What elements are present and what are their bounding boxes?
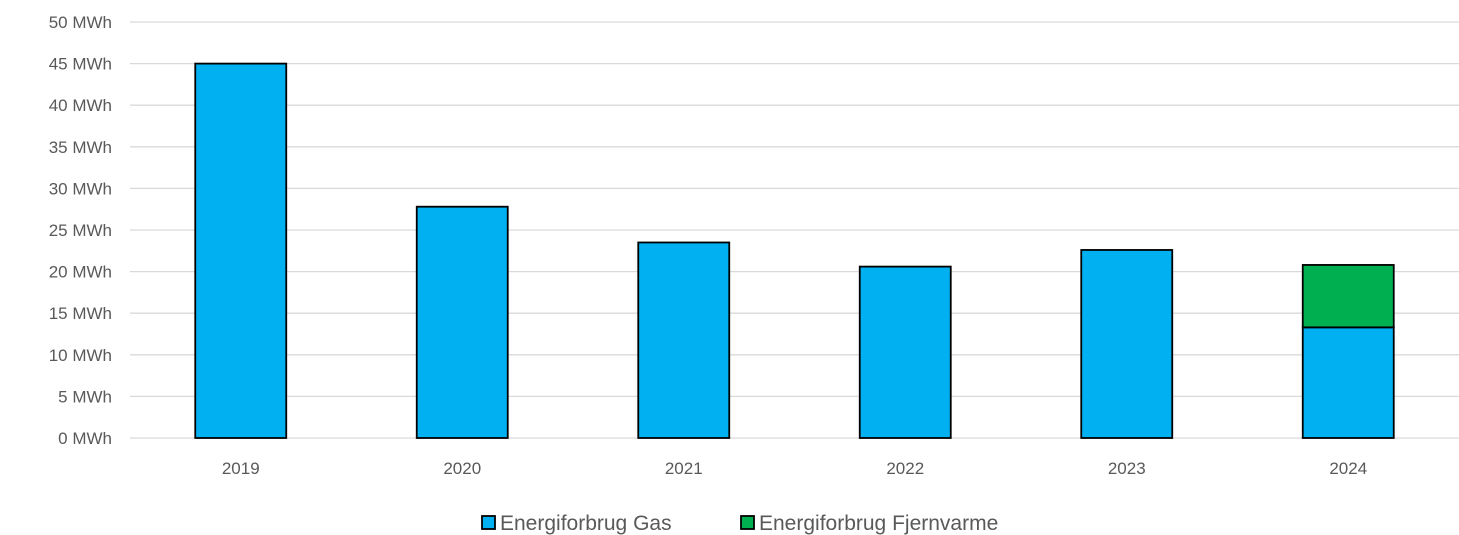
legend-label: Energiforbrug Gas	[500, 512, 672, 535]
bar-gas-2023	[1080, 249, 1174, 439]
y-tick-label: 30 MWh	[49, 179, 112, 198]
y-tick-label: 20 MWh	[49, 263, 112, 282]
legend-item-fjernvarme: Energiforbrug Fjernvarme	[740, 512, 998, 535]
y-tick-label: 25 MWh	[49, 221, 112, 240]
y-tick-label: 50 MWh	[49, 13, 112, 32]
gridlines	[130, 21, 1459, 439]
bars	[194, 62, 1395, 439]
x-axis-tick-labels: 2019 2020 2021 2022 2023 2024	[222, 459, 1367, 478]
bar-gas-2020	[415, 205, 509, 439]
bar-gas-2024	[1301, 326, 1395, 439]
x-tick-label-2022: 2022	[886, 459, 924, 478]
y-tick-label: 5 MWh	[58, 387, 112, 406]
x-tick-label-2021: 2021	[665, 459, 703, 478]
y-tick-label: 40 MWh	[49, 96, 112, 115]
legend-swatch	[740, 515, 755, 530]
x-tick-label-2023: 2023	[1108, 459, 1146, 478]
y-tick-label: 15 MWh	[49, 304, 112, 323]
x-tick-label-2024: 2024	[1329, 459, 1367, 478]
y-axis-tick-labels: 0 MWh 5 MWh 10 MWh 15 MWh 20 MWh 25 MWh 30 MWh…	[49, 13, 112, 448]
legend-swatch	[481, 515, 496, 530]
legend: Energiforbrug Gas Energiforbrug Fjernvarm…	[481, 512, 998, 535]
bar-gas-2021	[637, 241, 731, 439]
y-tick-label: 35 MWh	[49, 138, 112, 157]
bar-fjernvarme-2024	[1301, 264, 1395, 329]
bar-gas-2022	[858, 265, 952, 439]
y-tick-label: 0 MWh	[58, 429, 112, 448]
legend-label: Energiforbrug Fjernvarme	[759, 512, 998, 535]
y-tick-label: 45 MWh	[49, 55, 112, 74]
legend-item-gas: Energiforbrug Gas	[481, 512, 672, 535]
bar-gas-2019	[194, 62, 288, 439]
y-tick-label: 10 MWh	[49, 346, 112, 365]
x-tick-label-2020: 2020	[443, 459, 481, 478]
x-tick-label-2019: 2019	[222, 459, 260, 478]
